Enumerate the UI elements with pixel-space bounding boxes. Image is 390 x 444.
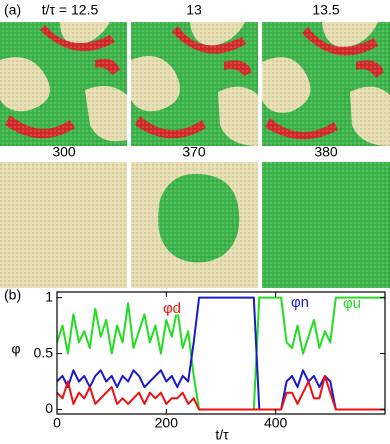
snapshot [0, 162, 127, 288]
snapshot-label: t/τ = 12.5 [42, 2, 99, 18]
series-line [56, 296, 385, 411]
plot-frame [56, 291, 386, 415]
series-label: φu [343, 295, 361, 312]
series-line [56, 374, 385, 411]
y-axis-label: φ [11, 341, 20, 357]
snapshot [0, 22, 127, 146]
panel-label: (b) [4, 287, 21, 303]
snapshot-label: 300 [52, 144, 76, 160]
y-tick-label: 1 [45, 288, 53, 304]
x-axis-label: t/τ [215, 427, 229, 443]
snapshot [131, 22, 258, 146]
snapshot [262, 162, 390, 288]
snapshot-label: 380 [314, 144, 338, 160]
x-tick-label: 200 [155, 415, 179, 431]
snapshots [0, 22, 390, 288]
x-tick-label: 0 [53, 415, 61, 431]
snapshot-label: 370 [182, 144, 206, 160]
panel-label: (a) [4, 2, 21, 18]
y-tick-label: 0.5 [34, 344, 54, 360]
plot [56, 296, 385, 411]
snapshot-label: 13 [186, 2, 202, 18]
x-tick-label: 400 [264, 415, 288, 431]
series-label: φn [291, 294, 309, 311]
snapshot [131, 162, 258, 288]
y-tick-label: 0 [45, 400, 53, 416]
snapshot [262, 22, 390, 146]
snapshot-label: 13.5 [312, 2, 339, 18]
series-label: φd [163, 300, 181, 317]
